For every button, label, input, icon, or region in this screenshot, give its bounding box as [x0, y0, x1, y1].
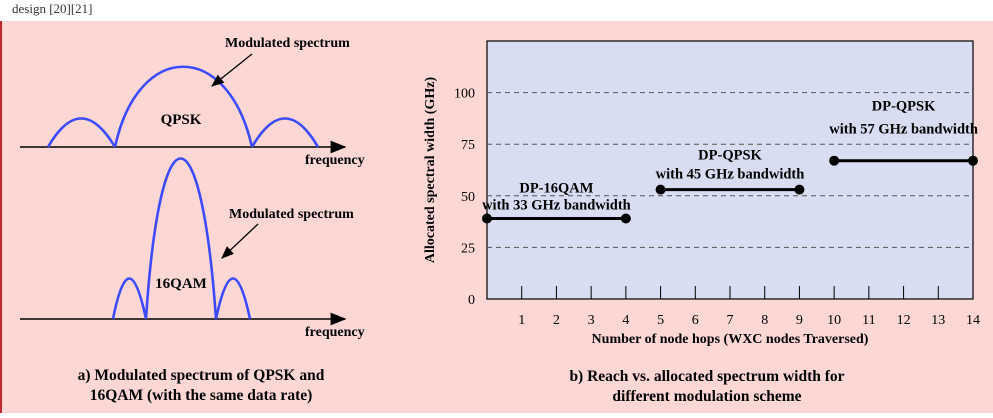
16qam-annotation-arrow	[221, 223, 259, 259]
x-tick-label: 13	[931, 313, 945, 328]
x-tick-label: 1	[518, 313, 525, 328]
y-tick-label: 75	[461, 138, 475, 153]
x-tick-label: 8	[761, 313, 768, 328]
series-point-end-2	[968, 155, 978, 166]
series-label-line1-0: DP-16QAM	[519, 181, 593, 197]
right-caption-line2: different modulation scheme	[612, 388, 801, 405]
16qam-main-lobe	[144, 157, 218, 320]
x-tick-label: 7	[727, 313, 734, 328]
qpsk-spectrum-group: QPSK Modulated spectrum frequency	[20, 36, 365, 168]
series-label-line2-2: with 57 GHz bandwidth	[829, 122, 978, 138]
x-tick-label: 10	[827, 313, 841, 328]
16qam-spectrum-group: 16QAM Modulated spectrum frequency	[20, 157, 365, 340]
y-axis-label: Allocated spectral width (GHz)	[423, 77, 438, 264]
16qam-axis-label: frequency	[305, 325, 365, 340]
x-tick-label: 6	[692, 313, 699, 328]
series-point-start-1	[655, 184, 666, 195]
series-point-start-2	[829, 155, 840, 166]
y-tick-label: 100	[454, 87, 475, 102]
qpsk-left-sidelobe	[46, 117, 117, 148]
series-label-line2-0: with 33 GHz bandwidth	[482, 198, 631, 214]
qpsk-annotation: Modulated spectrum	[225, 36, 350, 51]
16qam-right-sidelobe	[214, 277, 252, 320]
y-tick-label: 25	[461, 241, 475, 256]
right-caption-line1: b) Reach vs. allocated spectrum width fo…	[569, 368, 844, 385]
x-tick-label: 11	[862, 313, 875, 328]
x-tick-label: 9	[796, 313, 803, 328]
header-fragment: design [20][21]	[12, 1, 93, 16]
qpsk-axis-label: frequency	[305, 153, 365, 168]
x-tick-label: 14	[966, 313, 980, 328]
y-axis-ticks: 0 25 50 75 100	[454, 87, 475, 308]
series-label-line1-2: DP-QPSK	[872, 99, 936, 115]
x-axis-ticks: 1 2 3 4 5 6 7 8 9 10 11 12 13 14	[518, 286, 980, 328]
header-strip	[0, 0, 993, 21]
series-label-line1-1: DP-QPSK	[698, 148, 762, 164]
left-caption-line1: a) Modulated spectrum of QPSK and	[78, 367, 325, 384]
x-tick-label: 4	[622, 313, 629, 328]
left-panel	[0, 21, 398, 413]
qpsk-right-sidelobe	[250, 117, 320, 148]
x-tick-label: 12	[897, 313, 911, 328]
plot-area	[486, 40, 974, 300]
left-caption-line2: 16QAM (with the same data rate)	[90, 387, 313, 404]
series-label-line2-1: with 45 GHz bandwidth	[656, 167, 805, 183]
x-tick-label: 3	[588, 313, 595, 328]
x-tick-label: 2	[553, 313, 560, 328]
y-tick-label: 50	[461, 190, 475, 205]
16qam-left-sidelobe	[111, 277, 148, 320]
16qam-annotation: Modulated spectrum	[229, 207, 354, 222]
qpsk-annotation-arrow	[210, 53, 253, 87]
gridlines	[487, 92, 973, 248]
y-tick-label: 0	[468, 293, 475, 308]
16qam-label: 16QAM	[155, 276, 207, 292]
x-tick-label: 5	[657, 313, 664, 328]
series-point-start-0	[482, 213, 492, 224]
series-point-end-1	[794, 184, 805, 195]
qpsk-main-lobe	[113, 65, 254, 148]
qpsk-label: QPSK	[161, 112, 202, 128]
series-point-end-0	[620, 213, 631, 224]
x-axis-label: Number of node hops (WXC nodes Traversed…	[592, 332, 869, 347]
